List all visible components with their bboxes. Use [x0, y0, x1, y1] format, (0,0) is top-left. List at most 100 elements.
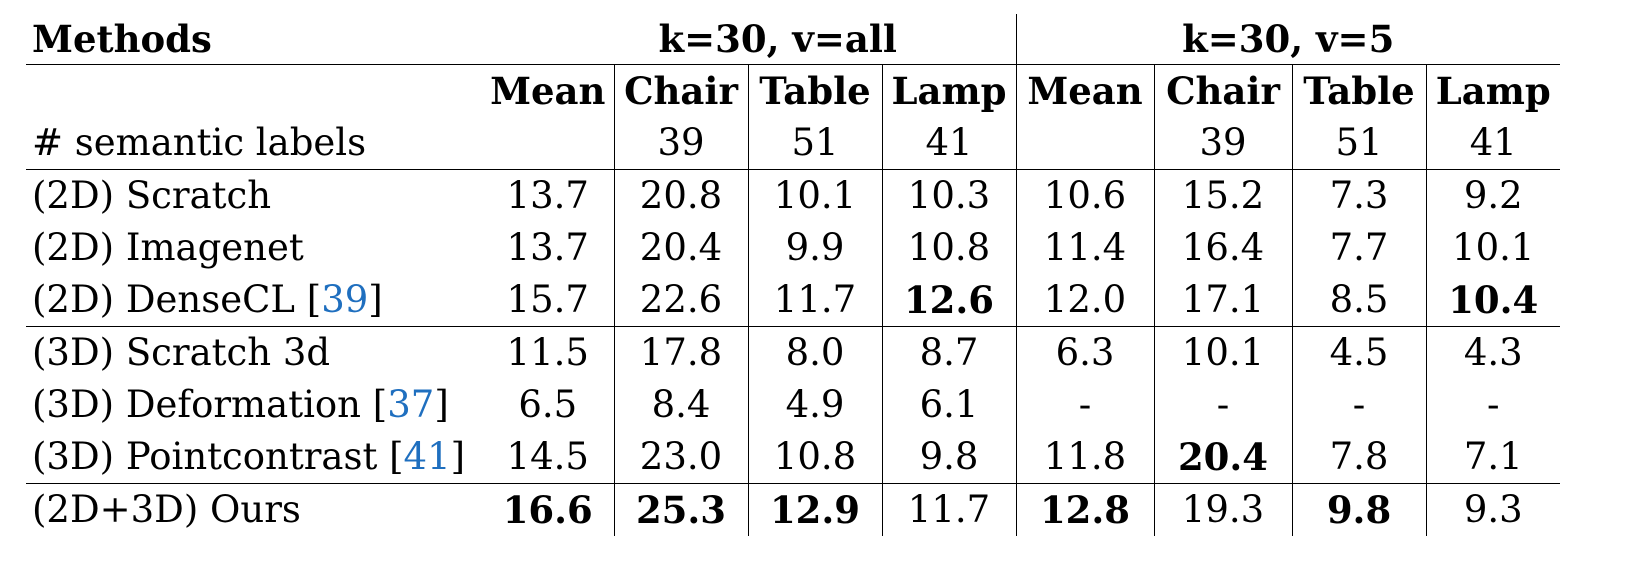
value-cell: 11.4	[1016, 222, 1155, 274]
label-count: 51	[748, 117, 883, 170]
col-header: Mean	[1016, 64, 1155, 117]
value-cell: 10.8	[882, 222, 1017, 274]
value-cell: 10.1	[748, 169, 883, 222]
table-row: (2D+3D) Ours 16.6 25.3 12.9 11.7 12.8 19.3 9.8 9…	[26, 483, 1560, 537]
value-cell: 9.2	[1463, 174, 1523, 217]
value-cell: 6.5	[482, 379, 615, 431]
table-row: (2D) DenseCL [39] 15.7 22.6 11.7 12.6 12.0 17.…	[26, 274, 1560, 327]
col-header: Chair	[1154, 64, 1293, 117]
empty-header-cell	[26, 65, 482, 118]
value-cell: 25.3	[614, 483, 749, 536]
table-row: (3D) Scratch 3d 11.5 17.8 8.0 8.7 6.3 10.1 4.5 4…	[26, 326, 1560, 380]
citation-link[interactable]: 39	[321, 278, 369, 321]
method-label: (3D) Scratch 3d	[32, 331, 331, 374]
value-cell: 7.3	[1292, 169, 1427, 222]
table-row: (3D) Pointcontrast [41] 14.5 23.0 10.8 9.8 11…	[26, 431, 1560, 484]
value-cell: 9.3	[1463, 488, 1523, 531]
value-cell: 23.0	[614, 431, 749, 484]
value-cell: -	[1292, 379, 1427, 431]
col-header: Table	[748, 64, 883, 117]
group-header-1: k=30, v=all	[482, 14, 1016, 65]
value-cell: 16.6	[482, 483, 615, 536]
citation-link[interactable]: 41	[403, 435, 451, 478]
group-header-row: Methods k=30, v=all k=30, v=5	[26, 14, 1560, 65]
value-cell: 10.1	[1452, 226, 1535, 269]
label-count: 41	[882, 117, 1017, 170]
value-cell: 6.3	[1016, 326, 1155, 379]
col-header: Lamp	[882, 64, 1017, 117]
value-cell: 12.9	[748, 483, 883, 536]
semantic-labels-row: # semantic labels 39 51 41 39 51 41	[26, 117, 1560, 170]
method-name: (3D) Scratch 3d	[26, 327, 482, 380]
label-count: 39	[1154, 117, 1293, 170]
method-label: (2D) Scratch	[32, 174, 272, 217]
label-count	[1016, 117, 1155, 170]
value-cell: 10.4	[1426, 274, 1560, 327]
value-cell: 7.7	[1292, 222, 1427, 274]
method-label: (2D) DenseCL	[32, 278, 295, 321]
value-cell: 12.8	[1016, 483, 1155, 536]
method-label: (3D) Pointcontrast	[32, 435, 378, 478]
value-cell: 4.3	[1463, 331, 1523, 374]
table-row: (3D) Deformation [37] 6.5 8.4 4.9 6.1- - - -	[26, 379, 1560, 431]
col-header: Table	[1292, 64, 1427, 117]
value-cell: 12.0	[1016, 274, 1155, 327]
value-cell: 10.8	[748, 431, 883, 484]
value-cell: 8.0	[748, 326, 883, 379]
method-name: (3D) Deformation [37]	[32, 383, 449, 426]
value-cell: -	[1154, 379, 1293, 431]
method-name: (2D) Imagenet	[26, 222, 482, 274]
value-cell: 17.8	[614, 326, 749, 379]
label-count: 51	[1292, 117, 1427, 170]
value-cell: 20.8	[614, 169, 749, 222]
method-name: (2D+3D) Ours	[26, 484, 482, 537]
value-cell: 9.8	[882, 431, 1017, 484]
value-cell: 13.7	[482, 169, 615, 222]
value-cell: 7.8	[1292, 431, 1427, 484]
label-count	[482, 117, 615, 170]
value-cell: 10.6	[1016, 169, 1155, 222]
citation-link[interactable]: 37	[387, 383, 435, 426]
label-count: 41	[1426, 117, 1560, 170]
value-cell: 11.7	[882, 483, 1017, 536]
label-count: 39	[614, 117, 749, 170]
method-label: (3D) Deformation	[32, 383, 362, 426]
method-name: (2D) DenseCL [39]	[26, 274, 482, 327]
method-label: (2D) Imagenet	[32, 226, 304, 269]
table-row: (2D) Imagenet 13.7 20.4 9.9 10.8 11.4 16.4 7.7 1…	[26, 222, 1560, 274]
table-row: (2D) Scratch 13.7 20.8 10.1 10.3 10.6 15.2 7.3 9…	[26, 169, 1560, 223]
col-header: Lamp	[1435, 69, 1551, 113]
value-cell: 4.5	[1292, 326, 1427, 379]
value-cell: 10.1	[1154, 326, 1293, 379]
value-cell: 20.4	[1154, 431, 1293, 484]
value-cell: 9.8	[1292, 483, 1427, 536]
value-cell: 15.2	[1154, 169, 1293, 222]
value-cell: 8.5	[1292, 274, 1427, 327]
methods-header: Methods	[26, 14, 482, 65]
value-cell: -	[1016, 379, 1155, 431]
method-name: (2D) Scratch	[26, 170, 482, 223]
value-cell: 10.3	[882, 169, 1017, 222]
value-cell: 8.7	[882, 326, 1017, 379]
semantic-labels-title: # semantic labels	[26, 117, 482, 170]
value-cell: 9.9	[748, 222, 883, 274]
value-cell: 7.1	[1426, 431, 1560, 484]
value-cell: 17.1	[1154, 274, 1293, 327]
value-cell: 12.6	[882, 274, 1017, 327]
value-cell: 15.7	[482, 274, 615, 327]
value-cell: 8.4	[614, 379, 749, 431]
method-name: (3D) Pointcontrast [41]	[26, 431, 482, 484]
group-header-2: k=30, v=5	[1015, 14, 1560, 65]
value-cell: 14.5	[482, 431, 615, 484]
col-header: Chair	[614, 64, 749, 117]
value-cell: 19.3	[1154, 483, 1293, 536]
column-header-row: Mean Chair Table Lamp Mean Chair Table L…	[26, 64, 1560, 118]
results-table: Methods k=30, v=all k=30, v=5 Mean Chair…	[26, 14, 1560, 536]
method-label: (2D+3D) Ours	[32, 488, 301, 531]
value-cell: 4.9	[748, 379, 883, 431]
value-cell: 11.5	[482, 326, 615, 379]
col-header: Mean	[482, 64, 615, 117]
value-cell: 11.7	[748, 274, 883, 327]
value-cell: 11.8	[1016, 431, 1155, 484]
